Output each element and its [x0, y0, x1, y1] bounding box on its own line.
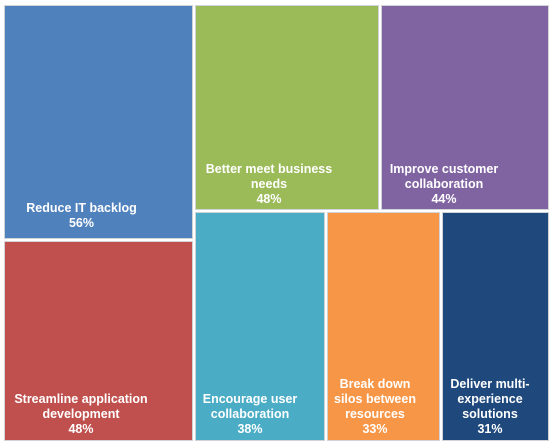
tile-value-label: 48% [256, 192, 282, 206]
tile-label: Streamline application development 48% [4, 392, 158, 437]
treemap-tile-improve-customer-collaboration [381, 5, 549, 210]
tile-category-label: Encourage user collaboration [202, 392, 298, 421]
tile-label: Reduce IT backlog 56% [4, 201, 159, 231]
treemap-tile-better-meet-business-needs [195, 5, 379, 210]
tile-label: Improve customer collaboration 44% [381, 162, 507, 207]
tile-value-label: 44% [431, 192, 457, 206]
tile-label: Encourage user collaboration 38% [195, 392, 305, 437]
tile-category-label: Streamline application development [14, 392, 148, 421]
tile-label: Break down silos between resources 33% [327, 377, 423, 437]
treemap-tile-reduce-it-backlog [4, 5, 193, 239]
treemap-tile-break-down-silos-between-resources [327, 212, 440, 441]
tile-value-label: 31% [477, 422, 503, 436]
treemap-tile-encourage-user-collaboration [195, 212, 325, 441]
treemap-tile-deliver-multi-experience-solutions [442, 212, 549, 441]
tile-category-label: Improve customer collaboration [389, 162, 499, 191]
tile-category-label: Deliver multi-experience solutions [450, 377, 530, 421]
tile-category-label: Better meet business needs [205, 162, 333, 191]
tile-value-label: 56% [68, 216, 95, 230]
tile-label: Deliver multi-experience solutions 31% [442, 377, 538, 437]
tile-category-label: Reduce IT backlog [26, 201, 137, 215]
tile-value-label: 38% [237, 422, 263, 436]
tile-value-label: 48% [68, 422, 94, 436]
tile-value-label: 33% [362, 422, 388, 436]
tile-category-label: Break down silos between resources [334, 377, 416, 421]
treemap-tile-streamline-application-development [4, 241, 193, 441]
tile-label: Better meet business needs 48% [195, 162, 343, 207]
